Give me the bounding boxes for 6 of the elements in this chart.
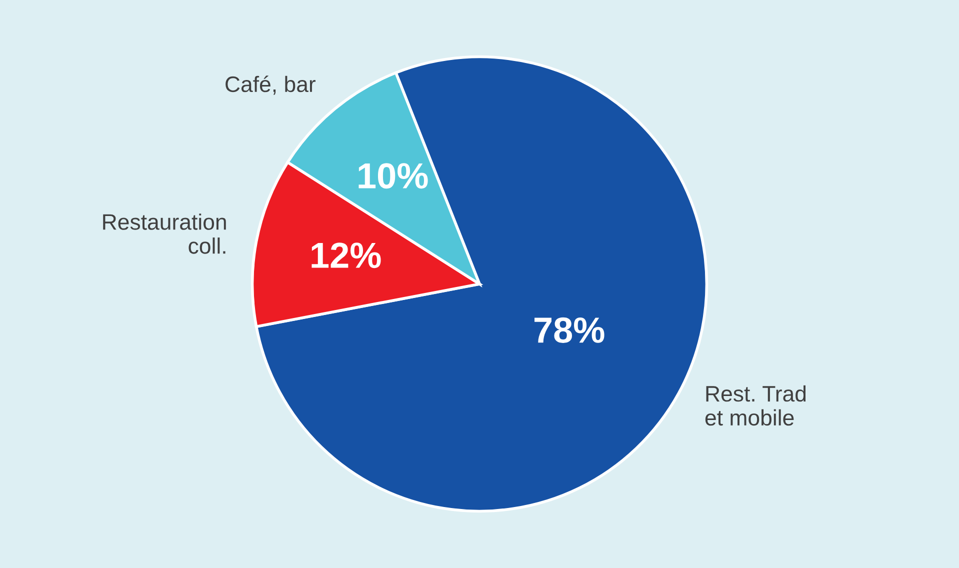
data-label: 78% (534, 317, 604, 343)
slice-label: Café, bar (226, 76, 316, 95)
data-label: 12% (312, 242, 381, 268)
slice-label: Rest. Trad et mobile (705, 385, 806, 426)
data-label: 10% (358, 163, 428, 189)
slice-label: Restauration coll. (103, 214, 226, 254)
